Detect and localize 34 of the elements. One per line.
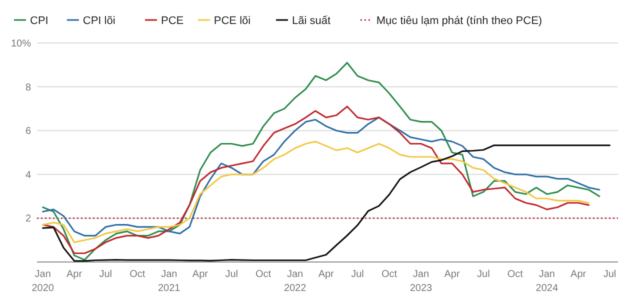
legend-label: Mục tiêu lạm phát (tính theo PCE): [376, 14, 542, 27]
x-tick-label: Jul: [477, 269, 490, 280]
x-tick-label: Jul: [99, 269, 112, 280]
legend-label: CPI lõi: [82, 14, 116, 27]
x-tick-label: Jan 2021: [158, 269, 181, 294]
x-tick-label: Oct: [381, 269, 398, 280]
y-tick-label: 8: [25, 82, 32, 94]
x-tick-label: Jan 2020: [32, 269, 54, 294]
x-tick-label: Jul: [225, 269, 238, 280]
line-series: [42, 144, 611, 262]
x-tick-label: Apr: [444, 269, 460, 280]
x-tick-label: Jan 2024: [536, 269, 558, 294]
legend-label: PCE lõi: [214, 14, 251, 27]
y-tick-label: 6: [25, 126, 32, 138]
x-tick-label: Jul: [603, 269, 616, 280]
line-series: [42, 62, 600, 261]
legend-label: CPI: [30, 14, 48, 27]
x-tick-label: Jan 2023: [410, 269, 433, 294]
x-tick-label: Apr: [192, 269, 209, 280]
x-tick-label: Oct: [507, 269, 524, 280]
x-tick-label: Oct: [130, 269, 146, 280]
x-tick-label: Jul: [351, 269, 364, 280]
x-tick-label: Oct: [256, 269, 272, 280]
line-series: [42, 140, 590, 244]
y-tick-label: 10%: [10, 38, 32, 50]
x-tick-label: Apr: [318, 269, 335, 280]
legend-label: Lãi suất: [292, 14, 331, 27]
line-series: [42, 116, 600, 237]
x-tick-label: Jan 2022: [284, 269, 307, 294]
y-tick-label: 2: [25, 214, 32, 225]
y-tick-label: 4: [25, 170, 32, 181]
x-tick-label: Apr: [66, 269, 83, 280]
legend-label: PCE: [161, 14, 184, 27]
x-tick-label: Apr: [570, 269, 587, 280]
